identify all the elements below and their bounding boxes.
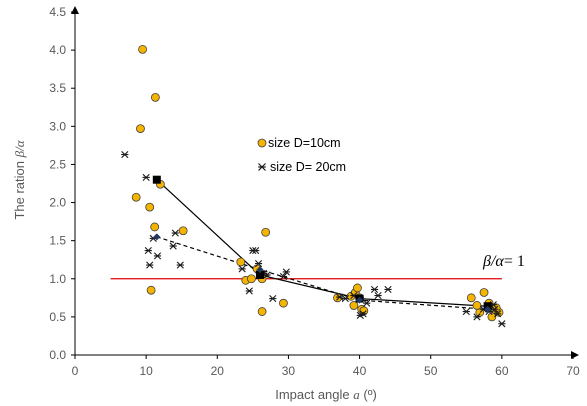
data-point-d10	[138, 44, 147, 54]
trend-marker-square	[255, 270, 264, 279]
x-tick-label: 60	[495, 364, 509, 378]
data-point-d10	[178, 226, 188, 236]
data-point-d20	[153, 252, 162, 260]
x-tick-label: 50	[424, 364, 438, 378]
trend-marker-diamond	[356, 296, 364, 304]
trend-marker-square	[152, 175, 161, 184]
y-tick-label: 4.0	[49, 43, 66, 57]
data-point-d10	[279, 298, 288, 308]
x-tick-label: 10	[139, 364, 153, 378]
x-axis-arrow-icon	[571, 351, 579, 359]
data-point-d20	[462, 307, 470, 316]
y-tick-label: 0.0	[49, 348, 66, 362]
trend-marker-diamond	[484, 305, 492, 313]
data-point-d20	[279, 272, 288, 281]
y-tick-label: 0.5	[49, 310, 66, 324]
tick-labels: 0 10 20 30 40 50 60 70 0.0 0.5 1.0 1.5 2.0 2.5 3.0 3.5 4…	[49, 5, 580, 378]
data-point-d10	[247, 274, 256, 284]
y-tick-label: 1.5	[49, 234, 66, 248]
data-point-d20	[384, 285, 392, 294]
data-points-layer	[121, 44, 506, 328]
trend-marker-diamond	[256, 266, 264, 274]
data-point-d10	[333, 293, 342, 303]
legend-label-d10: size D=10cm	[268, 136, 341, 150]
y-axis-title: The ration β/α	[12, 139, 27, 219]
data-point-d20	[176, 261, 184, 269]
data-point-d10	[353, 283, 362, 293]
data-point-d20	[238, 265, 246, 273]
data-point-d20	[282, 268, 290, 276]
data-point-d20	[245, 287, 253, 295]
data-point-d10	[150, 92, 160, 102]
legend-circle-marker-icon	[257, 138, 267, 148]
data-point-d10	[131, 192, 141, 202]
x-axis-title: Impact angle a (º)	[275, 387, 377, 402]
data-point-d20	[263, 271, 271, 279]
data-point-d20	[146, 261, 154, 269]
data-point-d10	[145, 202, 155, 212]
data-point-d20	[171, 229, 179, 237]
y-tick-label: 3.5	[49, 81, 66, 95]
data-point-d20	[121, 150, 129, 159]
data-point-d10	[150, 222, 160, 232]
y-tick-label: 4.5	[49, 5, 66, 19]
y-tick-label: 2.5	[49, 157, 66, 171]
data-point-d20	[254, 259, 263, 268]
data-point-d20	[491, 305, 499, 313]
data-point-d10	[472, 301, 482, 310]
data-point-d20	[269, 295, 277, 303]
ratio-annotation: β/α= 1	[482, 253, 525, 270]
data-point-d10	[349, 301, 359, 310]
y-tick-label: 1.0	[49, 272, 66, 286]
data-point-d10	[236, 257, 246, 267]
data-point-d20	[341, 295, 349, 303]
x-tick-label: 40	[353, 364, 367, 378]
x-tick-label: 0	[72, 364, 79, 378]
data-point-d20	[144, 246, 152, 255]
x-tick-label: 20	[211, 364, 225, 378]
legend-item-d20: size D= 20cm	[258, 160, 346, 174]
legend-item-d10: size D=10cm	[257, 136, 341, 150]
trend-marker-diamond	[153, 233, 161, 241]
legend: size D=10cm size D= 20cm	[257, 136, 346, 174]
data-point-d10	[261, 227, 271, 237]
data-point-d20	[374, 291, 382, 300]
data-point-d10	[146, 285, 156, 295]
data-point-d10	[257, 307, 267, 316]
data-point-d20	[359, 310, 367, 318]
legend-star-marker-icon	[258, 163, 266, 171]
legend-label-d20: size D= 20cm	[270, 160, 346, 174]
axes	[71, 6, 579, 359]
data-point-d20	[493, 310, 502, 318]
trend-line-d20	[156, 236, 488, 310]
y-axis-arrow-icon	[71, 6, 79, 14]
data-point-d10	[466, 293, 476, 303]
y-tick-label: 3.0	[49, 119, 66, 133]
trend-line-d10	[156, 179, 488, 307]
trend-lines-layer	[156, 179, 488, 310]
data-point-d10	[136, 124, 145, 134]
data-point-d20	[142, 173, 150, 181]
y-tick-label: 2.0	[49, 196, 66, 210]
x-tick-label: 70	[566, 364, 580, 378]
data-point-d20	[252, 246, 260, 255]
data-point-d20	[336, 293, 344, 301]
data-point-d20	[169, 242, 177, 250]
data-point-d20	[473, 313, 481, 321]
data-point-d20	[363, 299, 371, 307]
data-point-d20	[370, 285, 379, 294]
x-tick-label: 30	[282, 364, 296, 378]
data-point-d10	[487, 312, 497, 322]
data-point-d10	[479, 288, 489, 297]
data-point-d20	[498, 320, 506, 328]
